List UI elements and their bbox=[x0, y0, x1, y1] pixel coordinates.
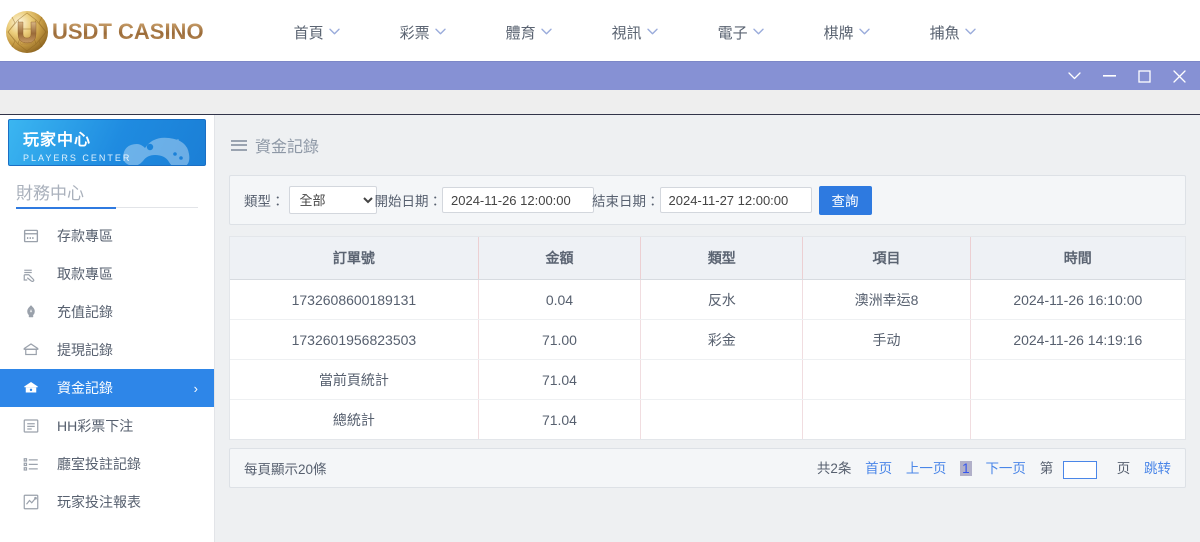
svg-text:Casino: Casino bbox=[20, 41, 34, 46]
